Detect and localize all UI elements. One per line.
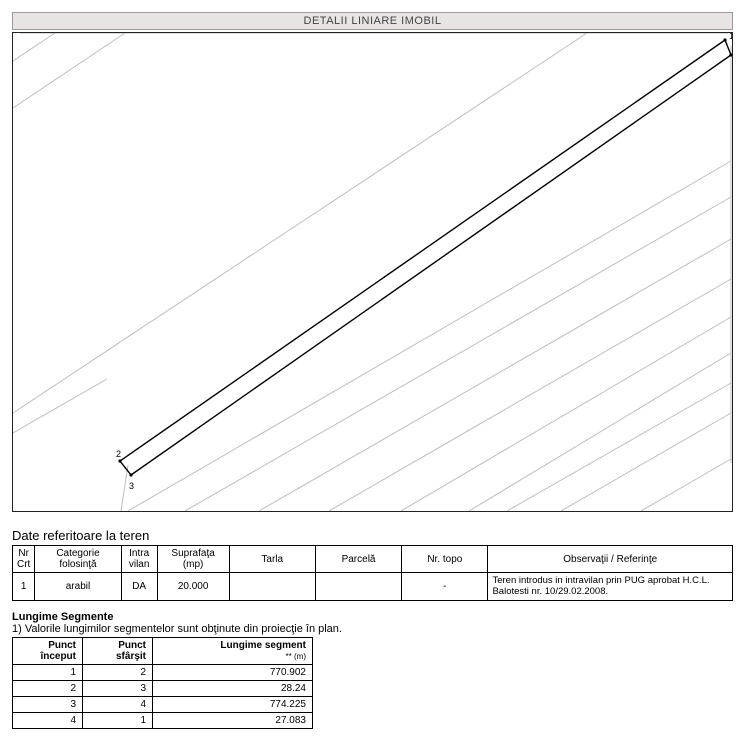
teren-header: Categorie folosinţă: [35, 546, 121, 573]
teren-table: Nr CrtCategorie folosinţăIntra vilanSupr…: [12, 545, 733, 601]
segmente-cell: 27.083: [153, 712, 313, 728]
teren-cell: 1: [13, 573, 35, 601]
svg-text:2: 2: [116, 449, 121, 459]
segmente-title: Lungime Segmente: [12, 611, 733, 623]
table-row: 34774.225: [13, 696, 313, 712]
teren-header: Nr. topo: [402, 546, 488, 573]
teren-section-title: Date referitoare la teren: [12, 528, 733, 543]
teren-header: Suprafaţa (mp): [157, 546, 229, 573]
header-title: DETALII LINIARE IMOBIL: [304, 15, 442, 27]
table-row: 12770.902: [13, 664, 313, 680]
svg-text:3: 3: [129, 481, 134, 491]
segmente-cell: 2: [13, 680, 83, 696]
segmente-cell: 774.225: [153, 696, 313, 712]
teren-cell: -: [402, 573, 488, 601]
table-row: 1arabilDA20.000 -Teren introdus in intrav…: [13, 573, 733, 601]
segmente-cell: 2: [83, 664, 153, 680]
teren-header: Observaţii / Referinţe: [488, 546, 733, 573]
segmente-cell: 1: [83, 712, 153, 728]
segmente-cell: 4: [13, 712, 83, 728]
segmente-header: Punct început: [13, 637, 83, 664]
svg-text:1: 1: [729, 33, 733, 41]
teren-cell: Teren introdus in intravilan prin PUG ap…: [488, 573, 733, 601]
teren-cell: DA: [121, 573, 157, 601]
segmente-cell: 1: [13, 664, 83, 680]
segmente-cell: 4: [83, 696, 153, 712]
teren-header: Intra vilan: [121, 546, 157, 573]
segmente-cell: 3: [83, 680, 153, 696]
teren-cell: arabil: [35, 573, 121, 601]
segmente-section: Lungime Segmente 1) Valorile lungimilor …: [12, 611, 733, 729]
teren-header: Tarla: [229, 546, 315, 573]
segmente-cell: 770.902: [153, 664, 313, 680]
segmente-cell: 28.24: [153, 680, 313, 696]
table-row: 4127.083: [13, 712, 313, 728]
table-row: 2328.24: [13, 680, 313, 696]
diagram-svg: 1432: [13, 33, 733, 511]
segmente-header: Lungime segment** (m): [153, 637, 313, 664]
segmente-table: Punct începutPunct sfârşitLungime segmen…: [12, 637, 313, 729]
teren-cell: 20.000: [157, 573, 229, 601]
segmente-cell: 3: [13, 696, 83, 712]
header-bar: DETALII LINIARE IMOBIL: [12, 12, 733, 30]
teren-cell: [315, 573, 401, 601]
segmente-header: Punct sfârşit: [83, 637, 153, 664]
teren-header: Nr Crt: [13, 546, 35, 573]
parcel-diagram: 1432: [12, 32, 733, 512]
teren-header: Parcelă: [315, 546, 401, 573]
segmente-note: 1) Valorile lungimilor segmentelor sunt …: [12, 623, 733, 635]
teren-cell: [229, 573, 315, 601]
